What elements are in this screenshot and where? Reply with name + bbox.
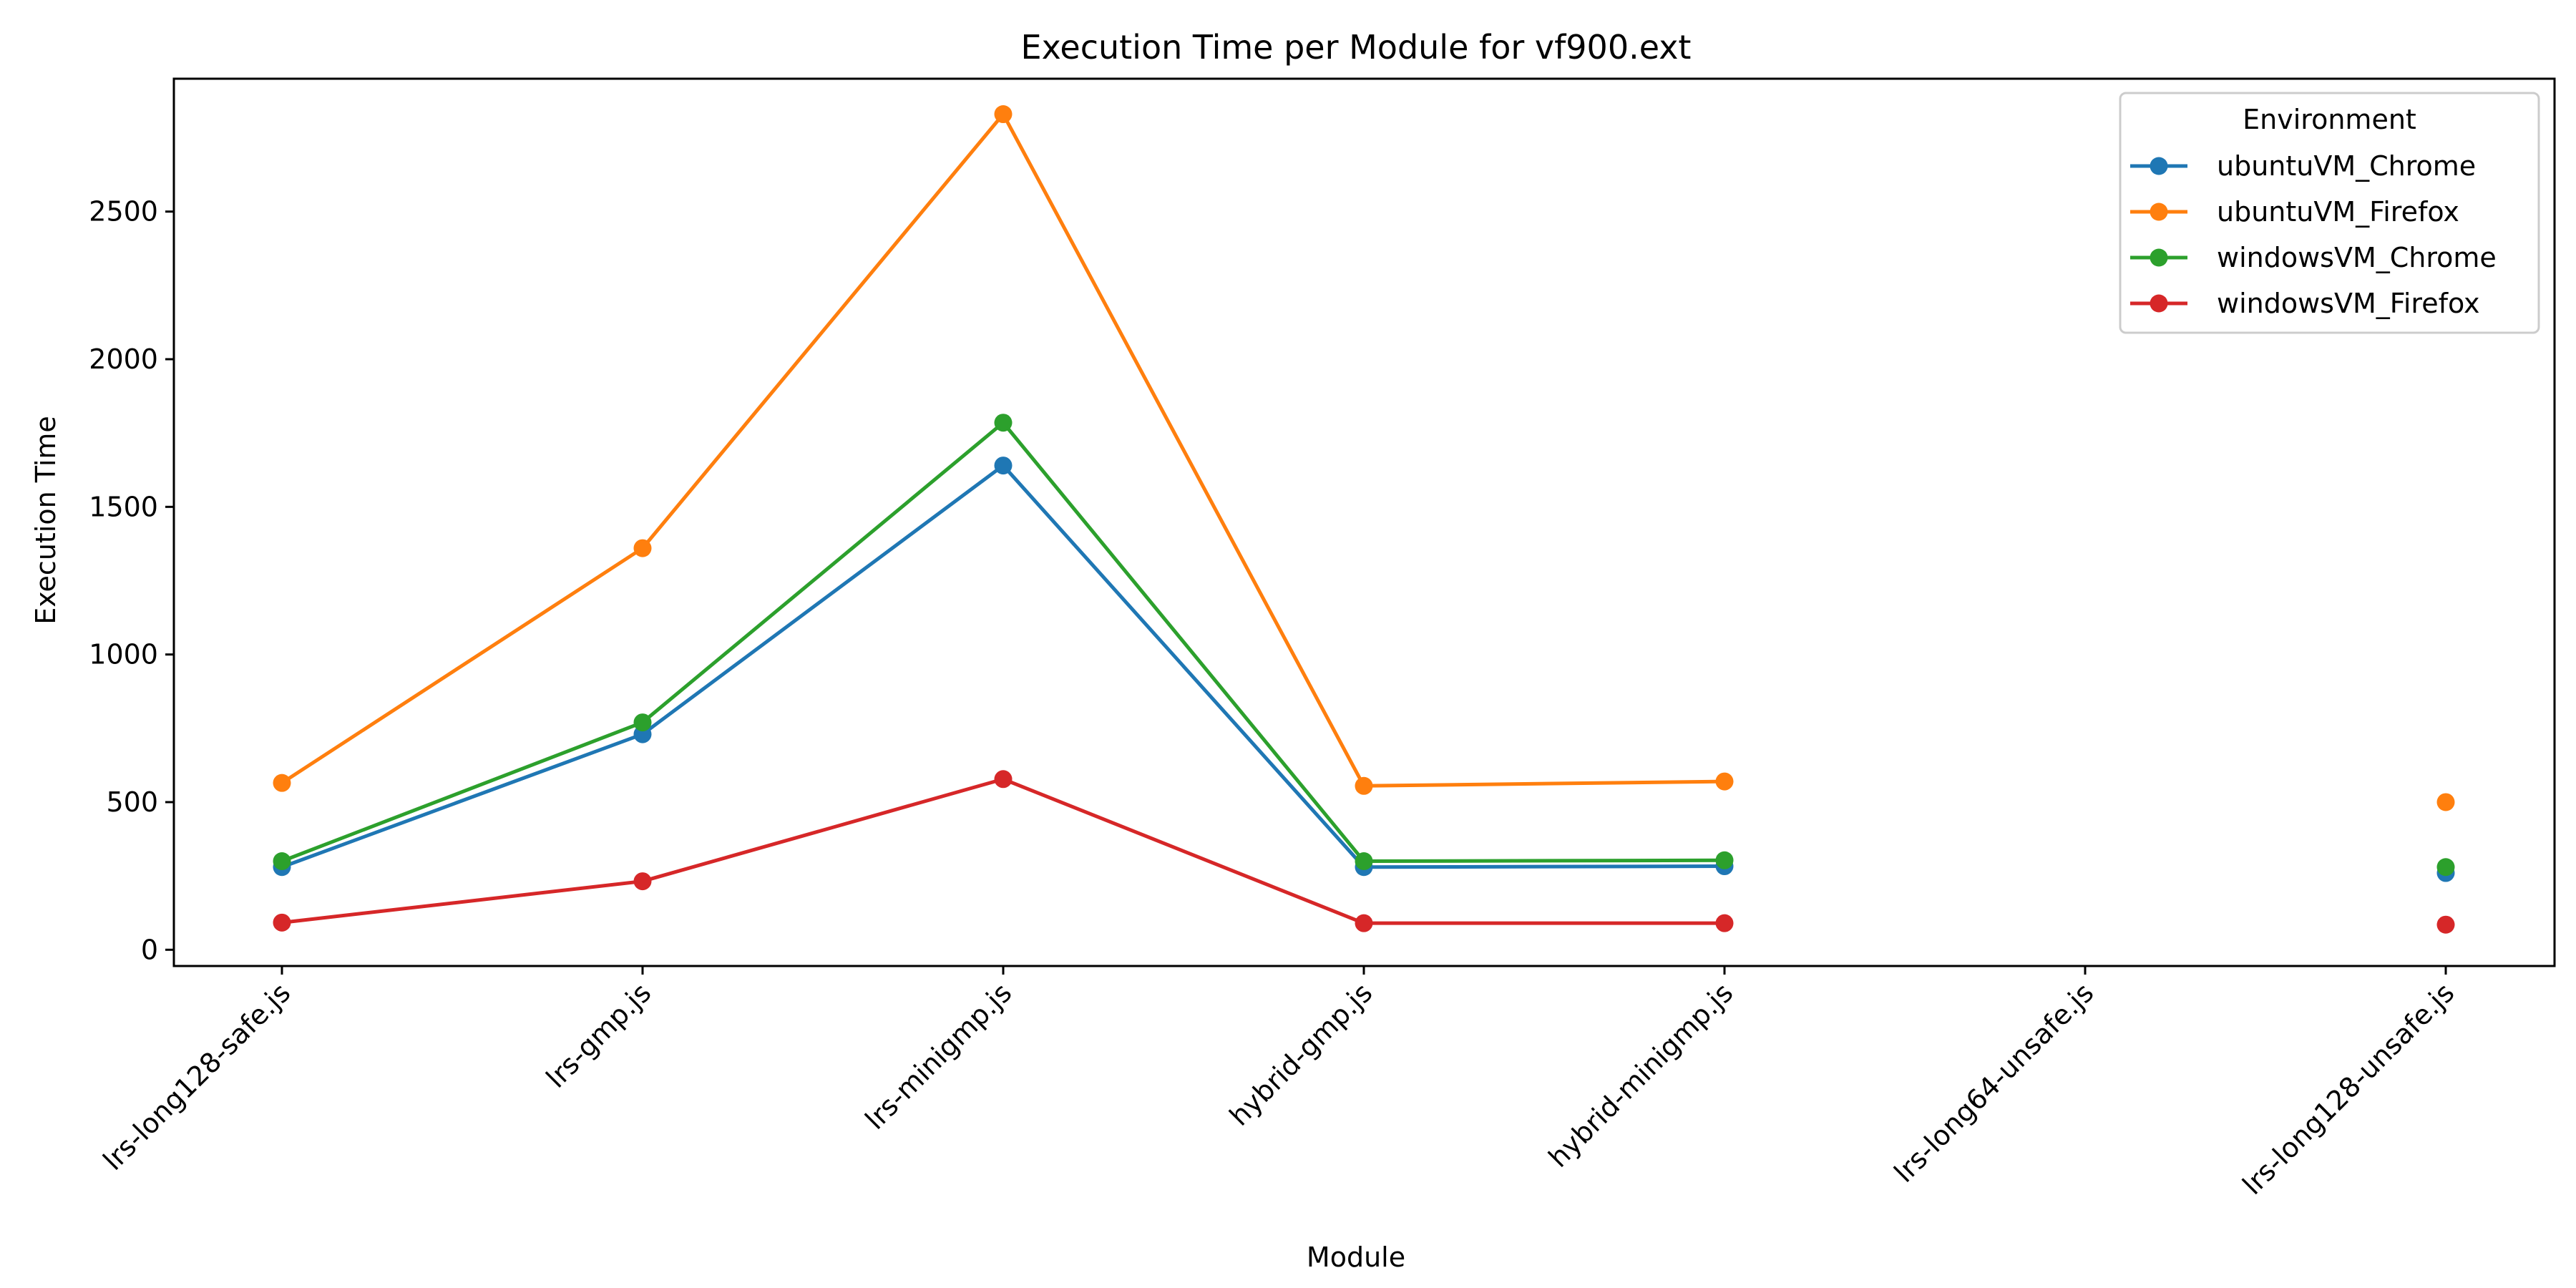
data-point-windowsvm-firefox: [273, 913, 291, 932]
y-tick-label: 1000: [89, 639, 158, 670]
legend-box: [2119, 92, 2540, 334]
legend-marker: [2150, 294, 2168, 313]
legend-label: windowsVM_Firefox: [2217, 288, 2480, 319]
data-point-ubuntuvm-firefox: [633, 539, 652, 557]
data-point-ubuntuvm-chrome: [994, 457, 1013, 475]
data-point-windowsvm-chrome: [994, 414, 1013, 432]
y-tick-label: 500: [106, 786, 158, 818]
data-point-windowsvm-chrome: [273, 852, 291, 871]
data-point-ubuntuvm-firefox: [1715, 772, 1734, 791]
x-tick-label: lrs-minigmp.js: [859, 977, 1018, 1136]
series-line-ubuntuvm-chrome: [281, 464, 1725, 869]
legend: Environment ubuntuVM_Chrome ubuntuVM_Firef…: [2119, 92, 2540, 334]
data-point-ubuntuvm-firefox: [1355, 776, 1373, 795]
data-point-windowsvm-firefox: [1355, 914, 1373, 932]
data-point-windowsvm-firefox: [1715, 914, 1734, 932]
legend-label: ubuntuVM_Firefox: [2217, 196, 2459, 228]
data-point-ubuntuvm-firefox: [2436, 793, 2455, 811]
legend-item-windowsvm-firefox: windowsVM_Firefox: [2130, 288, 2480, 319]
data-point-windowsvm-firefox: [994, 770, 1013, 789]
series-ubuntuvm-firefox: [273, 105, 2455, 811]
y-tick-label: 0: [141, 934, 158, 965]
legend-item-ubuntuvm-firefox: ubuntuVM_Firefox: [2130, 196, 2459, 228]
x-tick-label: hybrid-minigmp.js: [1543, 977, 1740, 1174]
x-tick-label: lrs-long128-safe.js: [97, 977, 297, 1176]
data-point-windowsvm-firefox: [633, 872, 652, 891]
data-point-ubuntuvm-firefox: [994, 105, 1013, 124]
legend-marker: [2150, 248, 2168, 267]
y-axis-label: Execution Time: [30, 416, 62, 625]
x-tick-label: hybrid-gmp.js: [1224, 977, 1379, 1132]
data-point-windowsvm-firefox: [2436, 915, 2455, 934]
y-tick-label: 2000: [89, 343, 158, 375]
series-ubuntuvm-chrome: [273, 457, 2455, 882]
data-point-windowsvm-chrome: [1715, 851, 1734, 869]
x-tick-label: lrs-long64-unsafe.js: [1888, 977, 2100, 1189]
series-windowsvm-firefox: [273, 770, 2455, 934]
data-point-windowsvm-chrome: [1355, 852, 1373, 871]
legend-label: windowsVM_Chrome: [2217, 242, 2497, 273]
data-point-ubuntuvm-firefox: [273, 774, 291, 792]
data-point-windowsvm-chrome: [2436, 858, 2455, 877]
legend-marker: [2150, 157, 2168, 175]
x-axis-label: Module: [1307, 1241, 1405, 1273]
series-line-ubuntuvm-firefox: [280, 112, 1725, 788]
legend-item-ubuntuvm-chrome: ubuntuVM_Chrome: [2130, 150, 2476, 182]
legend-label: ubuntuVM_Chrome: [2217, 150, 2476, 182]
legend-title: Environment: [2243, 104, 2416, 135]
x-tick-label: lrs-long128-unsafe.js: [2237, 977, 2461, 1201]
series-windowsvm-chrome: [273, 414, 2455, 877]
y-tick-label: 2500: [89, 196, 158, 228]
legend-marker: [2150, 203, 2168, 221]
legend-item-windowsvm-chrome: windowsVM_Chrome: [2130, 242, 2497, 273]
x-tick-label: lrs-gmp.js: [540, 977, 658, 1094]
y-tick-label: 1500: [89, 491, 158, 522]
series-line-windowsvm-firefox: [281, 777, 1724, 925]
chart-title: Execution Time per Module for vf900.ext: [1021, 28, 1692, 67]
data-point-windowsvm-chrome: [633, 713, 652, 732]
